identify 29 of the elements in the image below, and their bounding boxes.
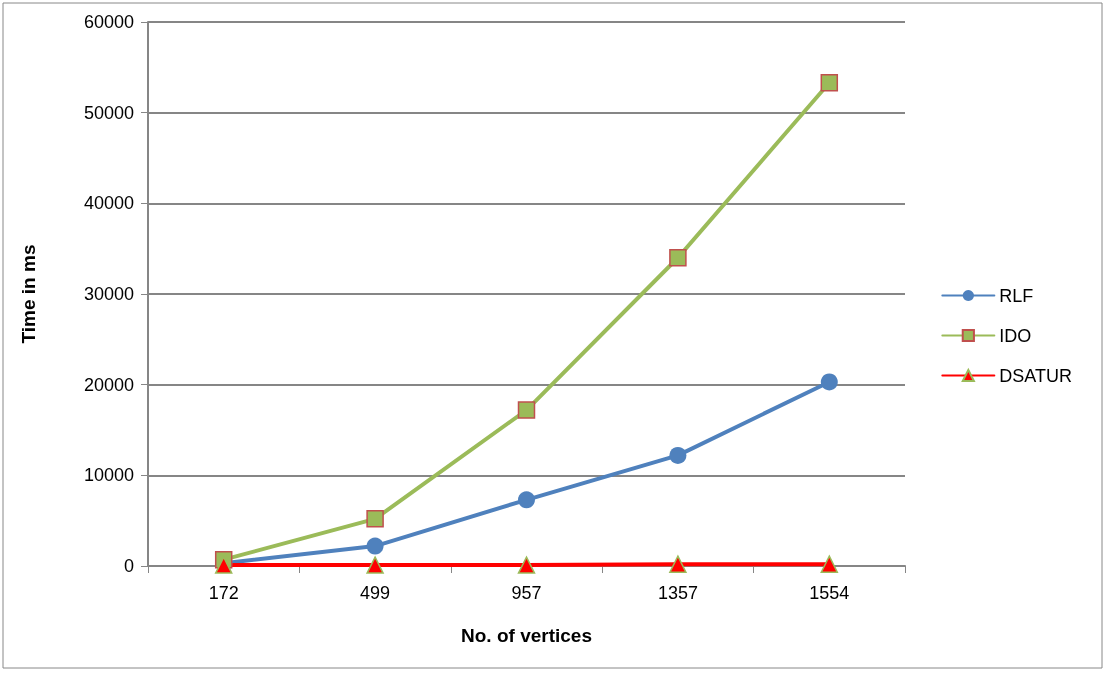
y-tick-label: 10000 (83, 465, 134, 486)
legend-label: DSATUR (999, 365, 1072, 386)
legend-label: IDO (999, 325, 1032, 346)
y-axis-title: Time in ms (18, 244, 39, 344)
point (669, 446, 687, 464)
y-tick-label: 60000 (83, 12, 134, 32)
x-tick-label: 957 (511, 583, 542, 603)
point (518, 491, 535, 509)
point (669, 248, 687, 267)
point (517, 556, 536, 574)
point (820, 74, 839, 92)
point (820, 555, 839, 573)
y-tick-label: 30000 (83, 284, 134, 304)
point (517, 401, 536, 419)
x-tick-label: 172 (208, 583, 239, 603)
y-tick-label: 20000 (83, 374, 134, 395)
point (366, 510, 384, 528)
y-tick-label: 50000 (83, 102, 134, 123)
x-tick-label: 1554 (809, 583, 850, 603)
x-axis-title: No. of vertices (461, 625, 592, 646)
point (820, 373, 838, 391)
x-tick-label: 1357 (657, 583, 698, 603)
point (669, 555, 687, 573)
point (366, 556, 384, 574)
y-tick-label: 0 (123, 556, 134, 576)
legend-label: RLF (999, 285, 1034, 306)
x-tick-label: 499 (360, 583, 391, 603)
y-tick-label: 40000 (83, 193, 134, 214)
point (366, 537, 384, 555)
